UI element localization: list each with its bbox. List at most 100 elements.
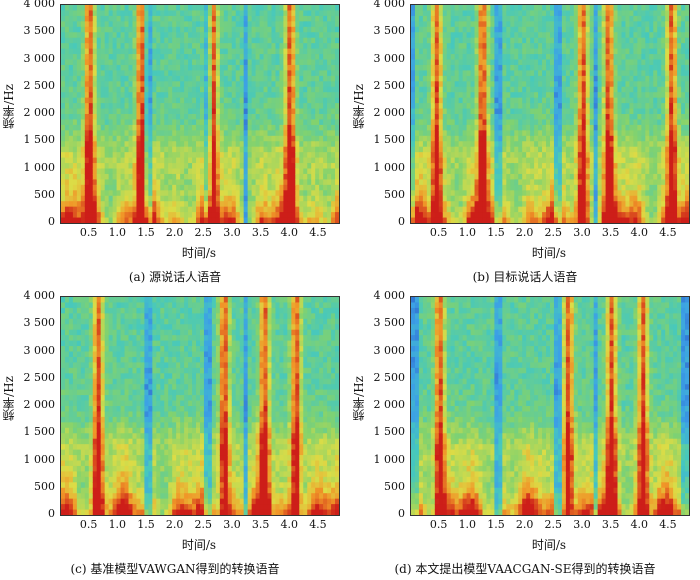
spectrogram-cell	[247, 163, 253, 170]
spectrogram-cell	[486, 10, 492, 17]
spectrogram-cell	[522, 206, 527, 213]
spectrogram-cell	[597, 32, 603, 39]
spectrogram-cell	[438, 201, 444, 208]
spectrogram-cell	[207, 48, 213, 55]
spectrogram-cell	[454, 173, 460, 180]
spectrogram-cell	[565, 195, 571, 202]
spectrogram-cell	[287, 206, 292, 213]
spectrogram-cell	[120, 168, 126, 175]
spectrogram-cell	[263, 21, 269, 28]
spectrogram-cell	[124, 92, 130, 99]
spectrogram-cell	[160, 195, 165, 202]
spectrogram-cell	[482, 108, 488, 115]
spectrogram-cell	[203, 103, 209, 110]
spectrogram-cell	[577, 5, 583, 12]
spectrogram-cell	[418, 108, 424, 115]
spectrogram-cell	[192, 179, 197, 186]
spectrogram-cell	[267, 26, 273, 33]
spectrogram-cell	[418, 21, 424, 28]
spectrogram-cell	[434, 119, 440, 126]
spectrogram-cell	[585, 81, 591, 88]
spectrogram-cell	[283, 70, 288, 77]
spectrogram-cell	[466, 195, 472, 202]
spectrogram-cell	[482, 75, 488, 82]
spectrogram-cell	[510, 54, 515, 61]
spectrogram-cell	[514, 212, 519, 219]
spectrogram-cell	[311, 114, 316, 121]
spectrogram-cell	[207, 81, 213, 88]
spectrogram-cell	[422, 168, 428, 175]
spectrogram-cell	[112, 92, 118, 99]
spectrogram-cell	[211, 21, 217, 28]
spectrogram-cell	[184, 114, 189, 121]
spectrogram-cell	[203, 43, 209, 50]
spectrogram-cell	[585, 168, 591, 175]
spectrogram-cell	[104, 206, 110, 213]
spectrogram-cell	[61, 10, 66, 17]
spectrogram-cell	[92, 32, 98, 39]
spectrogram-cell	[581, 70, 587, 77]
spectrogram-cell	[283, 75, 288, 82]
spectrogram-cell	[92, 59, 98, 66]
spectrogram-cell	[124, 70, 130, 77]
spectrogram-cell	[414, 195, 420, 202]
spectrogram-cell	[64, 152, 70, 159]
spectrogram-cell	[259, 206, 265, 213]
spectrogram-cell	[303, 43, 308, 50]
spectrogram-cell	[255, 152, 261, 159]
spectrogram-cell	[279, 130, 284, 137]
spectrogram-cell	[136, 168, 142, 175]
spectrogram-cell	[112, 168, 118, 175]
spectrogram-cell	[172, 10, 177, 17]
spectrogram-cell	[160, 184, 165, 191]
spectrogram-cell	[593, 124, 599, 131]
spectrogram-cell	[454, 81, 460, 88]
spectrogram-cell	[482, 70, 488, 77]
spectrogram-cell	[557, 75, 563, 82]
spectrogram-cell	[470, 206, 476, 213]
spectrogram-cell	[148, 135, 153, 142]
spectrogram-cell	[148, 92, 153, 99]
spectrogram-cell	[152, 37, 157, 44]
spectrogram-cell	[200, 173, 205, 180]
spectrogram-cell	[553, 86, 559, 93]
spectrogram-cell	[172, 108, 177, 115]
spectrogram-cell	[518, 15, 523, 22]
spectrogram-cell	[327, 179, 332, 186]
spectrogram-cell	[470, 114, 476, 121]
spectrogram-cell	[140, 5, 145, 12]
spectrogram-cell	[335, 26, 339, 33]
spectrogram-cell	[136, 157, 142, 164]
spectrogram-cell	[203, 70, 209, 77]
spectrogram-cell	[207, 108, 213, 115]
spectrogram-cell	[446, 179, 452, 186]
spectrogram-cell	[538, 163, 543, 170]
spectrogram-cell	[613, 59, 619, 66]
spectrogram-cell	[514, 10, 519, 17]
spectrogram-cell	[542, 75, 547, 82]
spectrogram-cell	[530, 81, 535, 88]
spectrogram-cell	[331, 86, 336, 93]
spectrogram-cell	[307, 43, 312, 50]
spectrogram-cell	[434, 32, 440, 39]
spectrogram-cell	[490, 146, 495, 153]
spectrogram-cell	[200, 108, 205, 115]
spectrogram-cell	[128, 201, 134, 208]
spectrogram-cell	[534, 152, 539, 159]
spectrogram-cell	[136, 201, 142, 208]
spectrogram-cell	[498, 37, 503, 44]
spectrogram-cell	[482, 64, 488, 71]
spectrogram-cell	[132, 114, 138, 121]
spectrogram-cell	[609, 92, 615, 99]
spectrogram-cell	[613, 124, 619, 131]
spectrogram-cell	[164, 179, 169, 186]
spectrogram-cell	[259, 37, 265, 44]
spectrogram-cell	[530, 86, 535, 93]
spectrogram-cell	[68, 26, 74, 33]
spectrogram-cell	[593, 173, 599, 180]
spectrogram-cell	[486, 48, 492, 55]
spectrogram-cell	[156, 92, 161, 99]
spectrogram-cell	[168, 163, 173, 170]
spectrogram-cell	[506, 26, 511, 33]
spectrogram-cell	[275, 59, 281, 66]
